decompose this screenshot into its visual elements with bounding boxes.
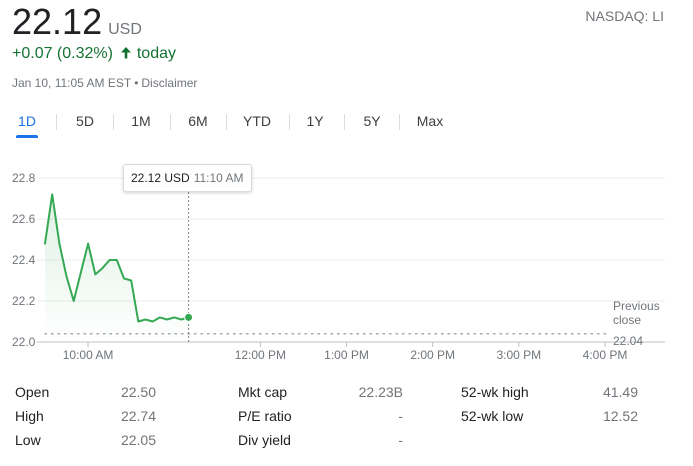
stats-row: High 22.74 P/E ratio - 52-wk low 12.52 — [0, 408, 693, 432]
quote-timestamp: Jan 10, 11:05 AM EST — [12, 76, 132, 90]
previous-close-label: Previous — [613, 299, 660, 313]
tooltip-time: 11:10 AM — [193, 171, 244, 185]
tab-6m[interactable]: 6M — [188, 113, 208, 129]
tab-divider — [343, 114, 345, 130]
previous-close-value: 22.04 — [613, 334, 643, 348]
chart-tooltip: 22.12 USD 11:10 AM — [123, 164, 252, 192]
stat-value: - — [398, 408, 403, 424]
stats-row: Low 22.05 Div yield - — [0, 432, 693, 456]
stat-label: Mkt cap — [238, 384, 288, 400]
tab-divider — [225, 114, 227, 130]
price-line — [44, 193, 190, 323]
x-tick-label: 1:00 PM — [324, 348, 369, 362]
tab-divider — [112, 114, 114, 130]
stat-label: 52-wk low — [461, 408, 524, 424]
tab-1y[interactable]: 1Y — [306, 113, 324, 129]
tab-divider — [398, 114, 400, 130]
stat-label: Low — [15, 432, 41, 448]
quote-meta: Jan 10, 11:05 AM EST • Disclaimer — [12, 76, 197, 90]
exchange-ticker: NASDAQ: LI — [585, 8, 664, 24]
x-tick-label: 3:00 PM — [496, 348, 541, 362]
tab-max[interactable]: Max — [416, 113, 444, 129]
price-chart: 22.0 22.2 22.4 22.6 22.8 10:00 AM 12:00 PM 1:00… — [12, 171, 665, 362]
meta-separator: • — [134, 76, 139, 90]
tab-5d[interactable]: 5D — [76, 113, 94, 129]
tab-divider — [288, 114, 290, 130]
stat-value: 41.49 — [602, 384, 638, 400]
stat-label: High — [15, 408, 44, 424]
disclaimer-link[interactable]: Disclaimer — [141, 76, 198, 90]
x-tick-label: 2:00 PM — [410, 348, 455, 362]
price-change: +0.07 (0.32%) today — [12, 45, 176, 63]
tab-divider — [169, 114, 171, 130]
stat-label: P/E ratio — [238, 408, 292, 424]
stat-label: 52-wk high — [461, 384, 529, 400]
stat-value: 22.74 — [120, 408, 156, 424]
tooltip-price: 22.12 USD — [131, 171, 190, 185]
currency-label: USD — [108, 21, 142, 38]
tab-5y[interactable]: 5Y — [363, 113, 381, 129]
stat-value: 22.50 — [120, 384, 156, 400]
x-tick-label: 4:00 PM — [583, 348, 628, 362]
arrow-up-icon — [120, 45, 132, 63]
price-header: 22.12 USD — [12, 2, 142, 42]
stat-value: 12.52 — [602, 408, 638, 424]
stat-value: - — [398, 432, 403, 448]
stat-value: 22.05 — [120, 432, 156, 448]
tab-1d[interactable]: 1D — [12, 108, 42, 138]
stats-row: Open 22.50 Mkt cap 22.23B 52-wk high 41.49 — [0, 384, 693, 408]
stat-value: 22.23B — [358, 384, 403, 400]
y-tick-label: 22.4 — [12, 253, 36, 267]
x-tick-label: 10:00 AM — [63, 348, 114, 362]
y-tick-label: 22.8 — [12, 171, 36, 185]
y-tick-label: 22.0 — [12, 335, 36, 349]
tab-divider — [56, 114, 57, 130]
y-tick-label: 22.6 — [12, 212, 36, 226]
change-value: +0.07 (0.32%) — [12, 45, 113, 62]
x-tick-label: 12:00 PM — [235, 348, 286, 362]
tab-1m[interactable]: 1M — [131, 113, 151, 129]
current-price: 22.12 — [12, 1, 103, 42]
stat-label: Open — [15, 384, 50, 400]
previous-close-label: close — [613, 313, 641, 327]
stat-label: Div yield — [238, 432, 291, 448]
change-period: today — [136, 45, 176, 62]
tab-ytd[interactable]: YTD — [243, 113, 271, 129]
current-point-marker — [184, 312, 194, 322]
price-area — [45, 194, 189, 342]
y-tick-label: 22.2 — [12, 294, 36, 308]
